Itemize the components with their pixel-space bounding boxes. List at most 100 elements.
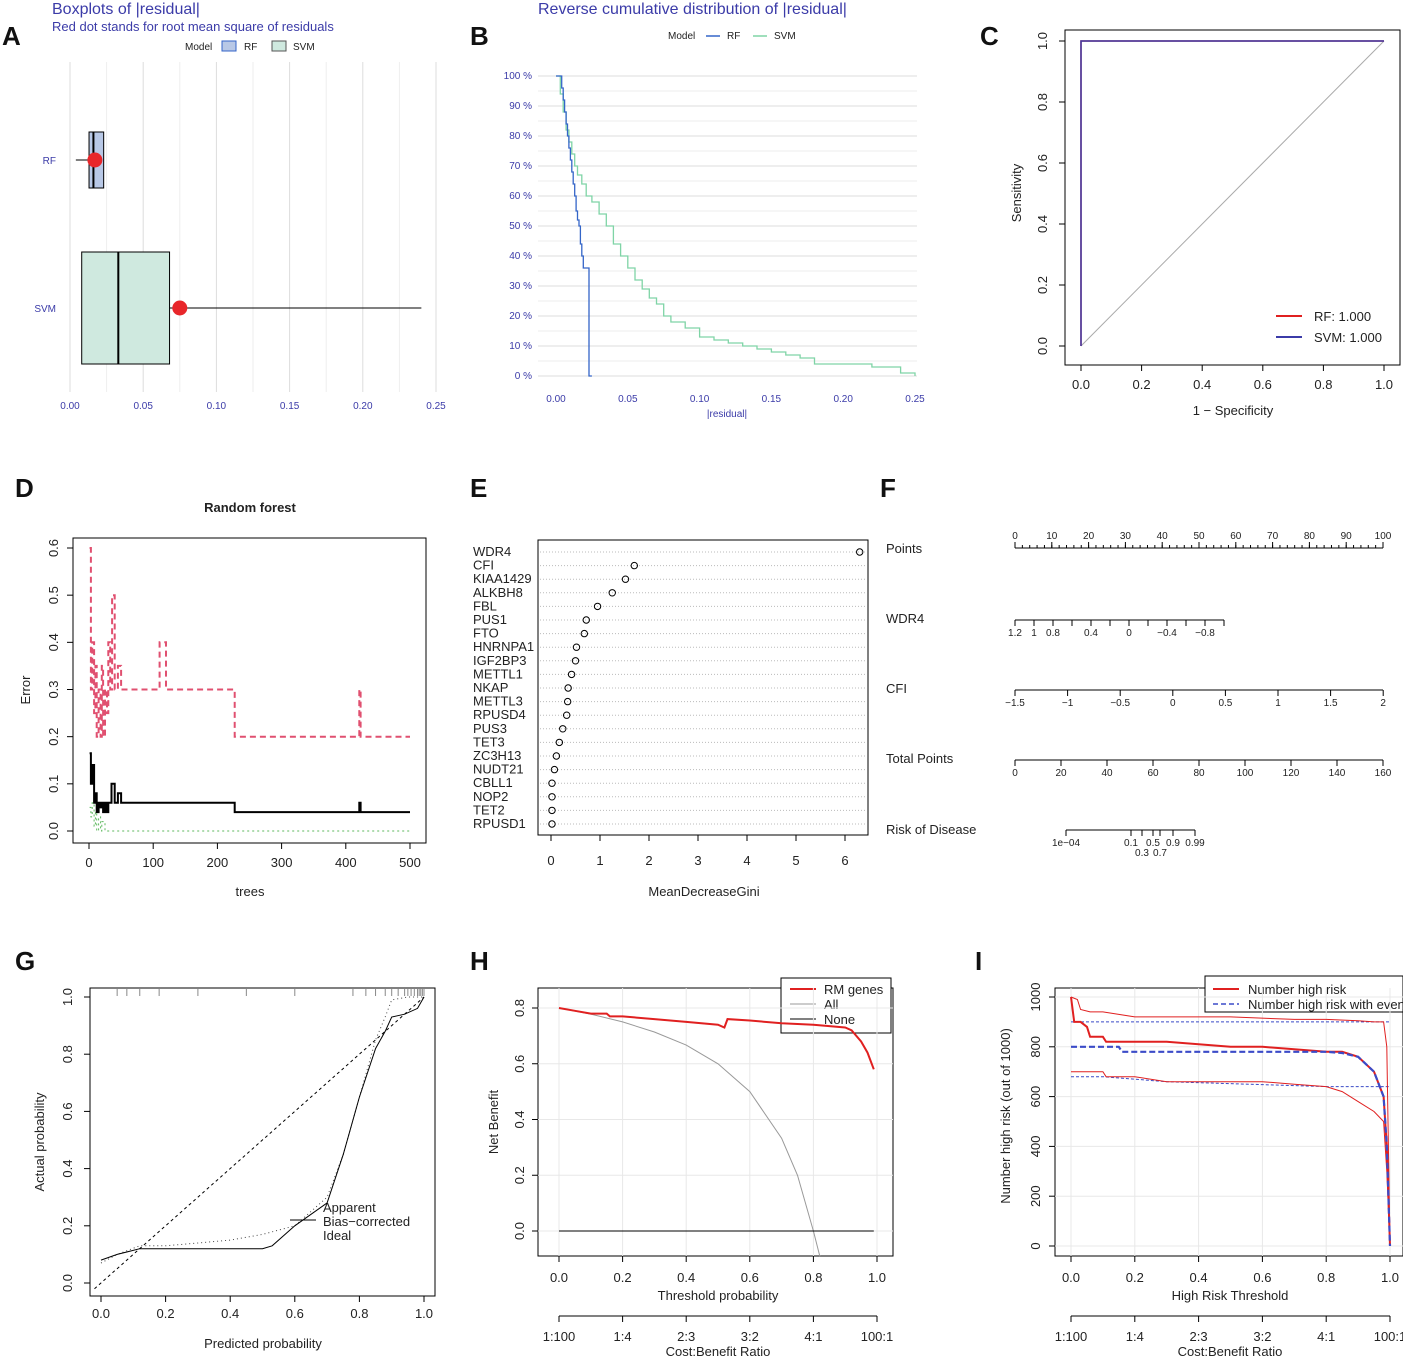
panel-b: Reverse cumulative distribution of |resi… [504, 1, 926, 420]
panel-e-xtick: 4 [743, 853, 750, 868]
panel-f-tick-label: 0.9 [1166, 838, 1180, 849]
panel-i-xtick: 1.0 [1381, 1270, 1399, 1285]
panel-label-e: E [470, 473, 487, 503]
panel-g-ytick: 1.0 [60, 988, 75, 1006]
panel-g-series-bias [100, 996, 424, 1264]
panel-label-d: D [15, 473, 34, 503]
panel-g-legend-ideal: Ideal [323, 1228, 351, 1243]
panel-c-xlabel: 1 − Specificity [1193, 403, 1274, 418]
panel-h-ylabel: Net Benefit [486, 1089, 501, 1154]
panel-i-x2tick: 100:1 [1374, 1329, 1403, 1344]
panel-f-tick-label: −0.4 [1157, 628, 1177, 639]
panel-e-ytick: IGF2BP3 [473, 653, 526, 668]
panel-a-xtick: 0.00 [60, 401, 80, 412]
panel-a-xtick: 0.05 [133, 401, 153, 412]
panel-i-legend [1204, 975, 1403, 1013]
panel-f-tick-label: 0 [1126, 628, 1132, 639]
panel-a-legend-rf: RF [244, 42, 257, 53]
panel-a-legend-svm: SVM [293, 42, 315, 53]
panel-e-xtick: 2 [645, 853, 652, 868]
panel-h-x2tick: 100:1 [861, 1329, 894, 1344]
panel-f-row-label: CFI [886, 681, 907, 696]
panel-g-xtick: 0.8 [350, 1306, 368, 1321]
panel-a-xtick: 0.20 [353, 401, 373, 412]
panel-i-ytick: 400 [1028, 1136, 1043, 1158]
panel-i: High Risk Threshold Number high risk (ou… [998, 975, 1403, 1356]
panel-label-c: C [980, 21, 999, 51]
panel-f-tick-label: 80 [1193, 768, 1205, 779]
panel-f-tick-label: 1.5 [1324, 698, 1338, 709]
panel-f-tick-label: 0.7 [1153, 848, 1167, 859]
panel-i-xtick: 0.6 [1253, 1270, 1271, 1285]
panel-h-xtick: 1.0 [868, 1270, 886, 1285]
panel-h-ytick: 0.6 [512, 1055, 527, 1073]
panel-c-xtick: 1.0 [1375, 377, 1393, 392]
panel-b-xtick: 0.20 [833, 394, 853, 405]
panel-f-tick-label: −0.5 [1110, 698, 1130, 709]
panel-b-series-svm [556, 75, 916, 376]
panel-d-ytick: 0.0 [46, 822, 61, 840]
panel-g-series-ideal [94, 996, 425, 1290]
panel-f-row-label: Total Points [886, 751, 954, 766]
panel-a-legend-svm-key [271, 40, 287, 52]
panel-b-ytick: 90 % [509, 101, 532, 112]
panel-f-plot: Points WDR4 CFI Total Points Risk of Disease… [886, 531, 1392, 859]
panel-f-tick-label: 2 [1380, 698, 1386, 709]
panel-a-plot: 0.00 0.05 0.10 0.15 0.20 0.25 RF SVM [34, 62, 446, 412]
panel-i-ytick: 0 [1028, 1242, 1043, 1249]
panel-f-tick-label: 60 [1147, 768, 1159, 779]
panel-e-point [571, 657, 580, 665]
panel-b-ytick: 20 % [509, 311, 532, 322]
panel-d-xtick: 300 [271, 855, 293, 870]
panel-c-frame [1064, 29, 1401, 366]
panel-i-xtick: 0.8 [1317, 1270, 1335, 1285]
panel-h-legend-none: None [824, 1012, 855, 1027]
panel-h-x2label: Cost:Benefit Ratio [666, 1344, 771, 1356]
panel-e-ytick: WDR4 [473, 544, 511, 559]
panel-e-xtick: 3 [694, 853, 701, 868]
panel-e-point [548, 806, 556, 815]
panel-h-xtick: 0.6 [741, 1270, 759, 1285]
panel-g-legend-apparent: Apparent [323, 1200, 376, 1215]
panel-a: Boxplots of |residual| Red dot stands fo… [34, 1, 446, 412]
panel-f-tick-label: 0.1 [1124, 838, 1138, 849]
panel-b-ytick: 0 % [515, 371, 532, 382]
panel-i-x2tick: 1:100 [1055, 1329, 1088, 1344]
panel-e-ytick: RPUSD1 [473, 816, 526, 831]
panel-e-point [564, 684, 572, 692]
panel-i-series-high-risk-event [1071, 1045, 1392, 1247]
panel-e-point [567, 670, 576, 679]
panel-e-ytick: NOP2 [473, 789, 508, 804]
panel-h-legend-rm: RM genes [824, 982, 884, 997]
panel-a-xtick: 0.15 [280, 401, 300, 412]
panel-label-h: H [470, 946, 489, 976]
panel-b-xtick: 0.05 [618, 394, 638, 405]
panel-g-plot: 0.0 0.0 0.2 0.2 0.4 0.4 0.6 0.6 0.8 0.8 1.0 1.0 [60, 988, 433, 1321]
panel-e-point [856, 548, 864, 556]
panel-g-xtick: 0.0 [92, 1306, 110, 1321]
panel-g-legend-bias: Bias−corrected [323, 1214, 410, 1229]
panel-f-tick-label: 0 [1170, 698, 1176, 709]
panel-c-legend-svm: SVM: 1.000 [1314, 330, 1382, 345]
panel-b-xtick: 0.25 [905, 394, 925, 405]
panel-e-frame [537, 539, 869, 836]
panel-e-ytick: METTL1 [473, 666, 523, 681]
panel-b-title: Reverse cumulative distribution of |resi… [538, 1, 847, 18]
panel-e-point [552, 752, 561, 760]
panel-e-ytick: RPUSD4 [473, 707, 526, 722]
panel-b-ytick: 50 % [509, 221, 532, 232]
panel-e-ytick: ZC3H13 [473, 748, 521, 763]
panel-f-row-label: Points [886, 541, 923, 556]
panel-d-ytick: 0.6 [46, 539, 61, 557]
panel-e-point [582, 616, 590, 624]
panel-h-x2tick: 1:100 [543, 1329, 576, 1344]
panel-e-point [555, 738, 564, 747]
panel-label-a: A [2, 21, 21, 51]
panel-g-xtick: 0.6 [286, 1306, 304, 1321]
panel-d-plot: 0 100 200 300 400 500 0.0 0.1 0.2 0.3 0.4 0.5 0.6 [46, 539, 421, 870]
panel-e-ytick: PUS1 [473, 612, 507, 627]
panel-e-point [559, 725, 567, 733]
panel-a-xtick: 0.25 [426, 401, 446, 412]
panel-d-frame [72, 537, 427, 844]
